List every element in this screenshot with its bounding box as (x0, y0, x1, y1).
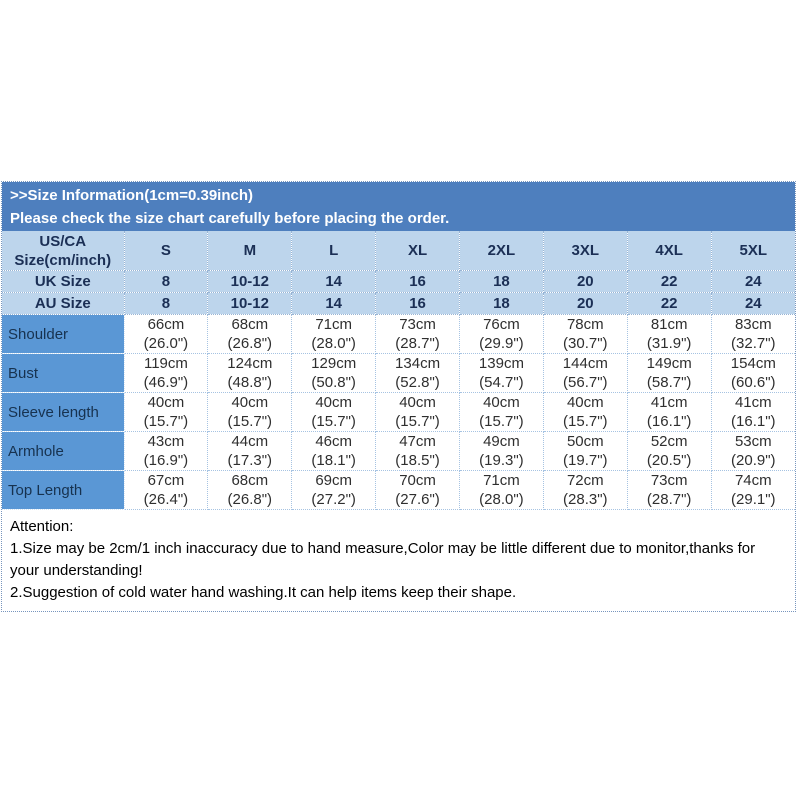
size-chart-table: US/CA Size(cm/inch) S M L XL 2XL 3XL 4XL… (2, 231, 795, 510)
attention-line-1: 1.Size may be 2cm/1 inch inaccuracy due … (10, 540, 756, 579)
measurement-value: 71cm (28.0") (459, 470, 544, 510)
measurement-value: 50cm (19.7") (542, 431, 628, 471)
measurement-row-label: Shoulder (2, 314, 125, 354)
measurement-value: 53cm (20.9") (710, 431, 795, 471)
measurement-value: 71cm (28.0") (291, 314, 377, 354)
measurement-value: 72cm (28.3") (542, 470, 628, 510)
size-column-header-xl: XL (375, 231, 460, 271)
banner-title: >>Size Information(1cm=0.39inch) (10, 187, 253, 204)
size-info-banner: >>Size Information(1cm=0.39inch) Please … (2, 182, 795, 231)
uk-size-value: 8 (123, 270, 209, 293)
measurement-value: 40cm (15.7") (207, 392, 293, 432)
measurement-row-shoulder: Shoulder 66cm (26.0") 68cm (26.8") 71cm … (2, 314, 795, 354)
au-size-row-label: AU Size (2, 292, 125, 315)
measurement-value: 40cm (15.7") (291, 392, 377, 432)
uk-size-value: 18 (459, 270, 544, 293)
measurement-value: 124cm (48.8") (207, 353, 293, 393)
measurement-value: 67cm (26.4") (123, 470, 209, 510)
banner-subtitle: Please check the size chart carefully be… (10, 210, 450, 227)
measurement-row-bust: Bust 119cm (46.9") 124cm (48.8") 129cm (… (2, 353, 795, 393)
measurement-value: 74cm (29.1") (710, 470, 795, 510)
attention-note: Attention: 1.Size may be 2cm/1 inch inac… (2, 510, 795, 611)
measurement-value: 66cm (26.0") (123, 314, 209, 354)
size-column-header-5xl: 5XL (710, 231, 795, 271)
measurement-value: 47cm (18.5") (375, 431, 460, 471)
measurement-value: 119cm (46.9") (123, 353, 209, 393)
measurement-value: 83cm (32.7") (710, 314, 795, 354)
au-size-value: 14 (291, 292, 377, 315)
measurement-value: 154cm (60.6") (710, 353, 795, 393)
measurement-value: 129cm (50.8") (291, 353, 377, 393)
au-size-value: 22 (626, 292, 712, 315)
measurement-row-top-length: Top Length 67cm (26.4") 68cm (26.8") 69c… (2, 470, 795, 510)
au-size-value: 10-12 (207, 292, 293, 315)
measurement-value: 40cm (15.7") (123, 392, 209, 432)
size-column-header-3xl: 3XL (542, 231, 628, 271)
size-column-header-4xl: 4XL (626, 231, 712, 271)
measurement-value: 68cm (26.8") (207, 470, 293, 510)
corner-header-cell: US/CA Size(cm/inch) (2, 231, 125, 271)
uk-size-value: 22 (626, 270, 712, 293)
measurement-value: 149cm (58.7") (626, 353, 712, 393)
measurement-value: 139cm (54.7") (459, 353, 544, 393)
measurement-value: 70cm (27.6") (375, 470, 460, 510)
uk-size-value: 14 (291, 270, 377, 293)
measurement-value: 49cm (19.3") (459, 431, 544, 471)
table-header-row: US/CA Size(cm/inch) S M L XL 2XL 3XL 4XL… (2, 231, 795, 271)
measurement-value: 76cm (29.9") (459, 314, 544, 354)
size-column-header-l: L (291, 231, 377, 271)
measurement-value: 41cm (16.1") (710, 392, 795, 432)
measurement-value: 68cm (26.8") (207, 314, 293, 354)
uk-size-row: UK Size 8 10-12 14 16 18 20 22 24 (2, 270, 795, 293)
measurement-value: 144cm (56.7") (542, 353, 628, 393)
au-size-row: AU Size 8 10-12 14 16 18 20 22 24 (2, 292, 795, 315)
au-size-value: 24 (710, 292, 795, 315)
measurement-value: 43cm (16.9") (123, 431, 209, 471)
measurement-value: 41cm (16.1") (626, 392, 712, 432)
uk-size-row-label: UK Size (2, 270, 125, 293)
measurement-value: 78cm (30.7") (542, 314, 628, 354)
measurement-value: 73cm (28.7") (375, 314, 460, 354)
measurement-value: 81cm (31.9") (626, 314, 712, 354)
uk-size-value: 10-12 (207, 270, 293, 293)
measurement-value: 40cm (15.7") (542, 392, 628, 432)
measurement-value: 134cm (52.8") (375, 353, 460, 393)
measurement-row-label: Armhole (2, 431, 125, 471)
measurement-value: 73cm (28.7") (626, 470, 712, 510)
measurement-row-label: Sleeve length (2, 392, 125, 432)
measurement-value: 52cm (20.5") (626, 431, 712, 471)
attention-title: Attention: (10, 518, 74, 535)
size-column-header-s: S (123, 231, 209, 271)
uk-size-value: 16 (375, 270, 460, 293)
measurement-row-armhole: Armhole 43cm (16.9") 44cm (17.3") 46cm (… (2, 431, 795, 471)
measurement-value: 46cm (18.1") (291, 431, 377, 471)
size-column-header-2xl: 2XL (459, 231, 544, 271)
measurement-row-label: Bust (2, 353, 125, 393)
measurement-value: 40cm (15.7") (375, 392, 460, 432)
uk-size-value: 20 (542, 270, 628, 293)
measurement-value: 69cm (27.2") (291, 470, 377, 510)
measurement-row-sleeve-length: Sleeve length 40cm (15.7") 40cm (15.7") … (2, 392, 795, 432)
au-size-value: 8 (123, 292, 209, 315)
au-size-value: 20 (542, 292, 628, 315)
measurement-row-label: Top Length (2, 470, 125, 510)
size-chart-panel: >>Size Information(1cm=0.39inch) Please … (1, 181, 796, 612)
au-size-value: 18 (459, 292, 544, 315)
measurement-value: 40cm (15.7") (459, 392, 544, 432)
uk-size-value: 24 (710, 270, 795, 293)
measurement-value: 44cm (17.3") (207, 431, 293, 471)
au-size-value: 16 (375, 292, 460, 315)
size-column-header-m: M (207, 231, 293, 271)
attention-line-2: 2.Suggestion of cold water hand washing.… (10, 584, 517, 601)
